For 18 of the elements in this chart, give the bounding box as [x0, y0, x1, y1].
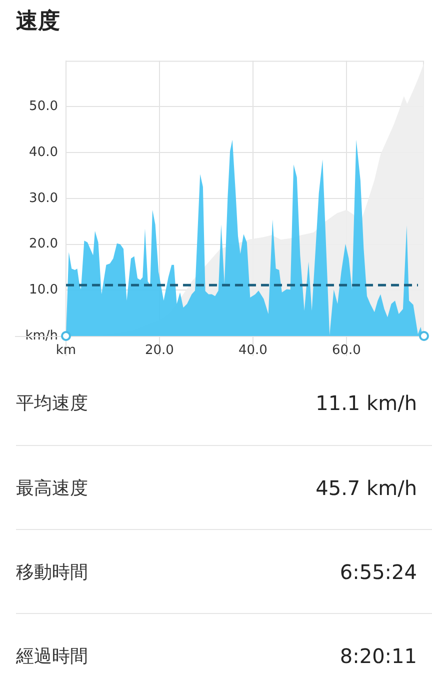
text: 8:20:11	[340, 644, 417, 668]
text: 11.1 km/h	[316, 391, 417, 415]
text: 45.7 km/h	[316, 476, 417, 500]
x-tick-label: 40.0	[238, 343, 268, 358]
text: 移動時間	[16, 560, 88, 584]
y-tick-label: 20.0	[29, 236, 58, 252]
y-tick-label: 40.0	[29, 144, 58, 160]
chart-title: 速度	[16, 9, 60, 35]
y-tick-label: 50.0	[29, 99, 58, 114]
text: 平均速度	[16, 392, 88, 415]
y-tick-label: 30.0	[29, 190, 58, 206]
text: 經過時間	[16, 644, 88, 668]
text: 6:55:24	[340, 560, 417, 584]
x-tick-label: km	[56, 343, 76, 358]
y-tick-label: 10.0	[29, 282, 58, 298]
text: 最高速度	[16, 476, 88, 500]
x-tick-label: 60.0	[332, 343, 361, 358]
x-tick-label: 20.0	[144, 343, 174, 358]
